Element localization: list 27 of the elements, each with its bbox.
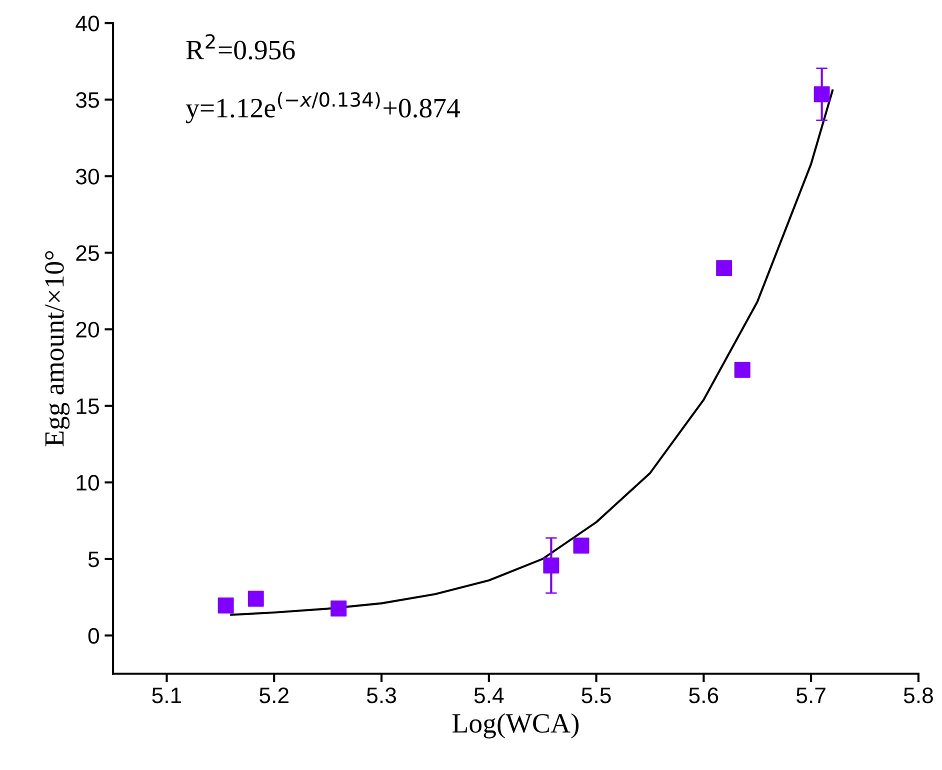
x-tick-label: 5.1 <box>152 688 182 704</box>
y-tick-label: 30 <box>76 168 99 184</box>
point <box>248 590 264 607</box>
x-tick-label: 5.6 <box>689 688 718 704</box>
y-tick-label: 15 <box>76 398 99 414</box>
y-tick-label: 25 <box>76 245 99 262</box>
y-tick-label: 40 <box>76 16 99 32</box>
x-tick-label: 5.3 <box>366 688 396 704</box>
y-tick-label: 20 <box>76 322 99 338</box>
x-tick-label: 5.5 <box>582 688 611 704</box>
point <box>716 260 732 276</box>
y-tick-label: 35 <box>76 92 99 108</box>
annotation: y=1.12e$^{(−x/0.134)}$+0.874 <box>186 92 460 124</box>
x-tick-label: 5.8 <box>904 688 933 704</box>
y-tick-label: 0 <box>88 628 99 644</box>
x-tick-label: 5.2 <box>260 688 288 704</box>
point <box>573 538 590 554</box>
point <box>734 362 750 378</box>
y-tick-label: 10 <box>76 474 99 491</box>
y-axis-title: Egg amount/×10° <box>45 251 70 446</box>
x-tick-label: 5.7 <box>796 688 826 704</box>
x-tick-label: 5.4 <box>474 688 504 704</box>
point <box>330 600 347 617</box>
annotation: R$^{2}$=0.956 <box>186 34 295 60</box>
y-tick-label: 5 <box>88 552 99 568</box>
x-axis-title: Log(WCA) <box>452 713 579 738</box>
point <box>218 597 234 614</box>
